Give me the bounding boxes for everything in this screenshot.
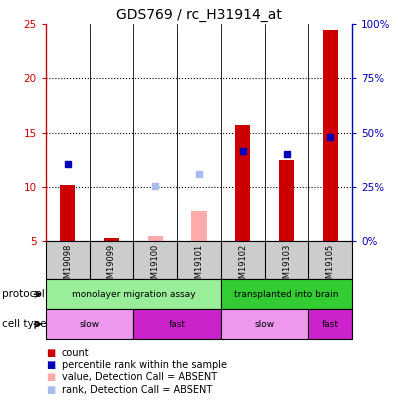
Bar (323, 30, 338, 241)
Text: fast: fast (169, 320, 185, 329)
Text: monolayer migration assay: monolayer migration assay (72, 290, 195, 299)
Bar (191, 211, 207, 241)
Bar (148, 236, 163, 241)
Text: value, Detection Call = ABSENT: value, Detection Call = ABSENT (62, 373, 217, 382)
Text: GSM19105: GSM19105 (326, 244, 335, 289)
Bar (46, 309, 133, 339)
Bar (308, 309, 352, 339)
Bar (46, 279, 221, 309)
Bar (133, 309, 221, 339)
Text: GSM19099: GSM19099 (107, 244, 116, 289)
Text: fast: fast (322, 320, 339, 329)
Text: ■: ■ (46, 385, 55, 394)
Text: GSM19102: GSM19102 (238, 244, 247, 289)
Bar (279, 160, 294, 241)
Bar (104, 238, 119, 241)
Text: ■: ■ (46, 348, 55, 358)
Text: count: count (62, 348, 89, 358)
Text: GSM19100: GSM19100 (151, 244, 160, 289)
Bar (60, 185, 75, 241)
Text: transplanted into brain: transplanted into brain (234, 290, 339, 299)
Text: GSM19103: GSM19103 (282, 244, 291, 290)
Title: GDS769 / rc_H31914_at: GDS769 / rc_H31914_at (116, 8, 282, 22)
Bar (235, 125, 250, 241)
Bar (221, 279, 352, 309)
Text: GSM19098: GSM19098 (63, 244, 72, 290)
Text: protocol: protocol (2, 289, 45, 299)
Text: rank, Detection Call = ABSENT: rank, Detection Call = ABSENT (62, 385, 212, 394)
Text: cell type: cell type (2, 319, 47, 329)
Text: slow: slow (255, 320, 275, 329)
Text: ■: ■ (46, 373, 55, 382)
Bar (221, 309, 308, 339)
Text: ■: ■ (46, 360, 55, 370)
Text: percentile rank within the sample: percentile rank within the sample (62, 360, 227, 370)
Text: slow: slow (80, 320, 100, 329)
Text: GSM19101: GSM19101 (195, 244, 203, 289)
